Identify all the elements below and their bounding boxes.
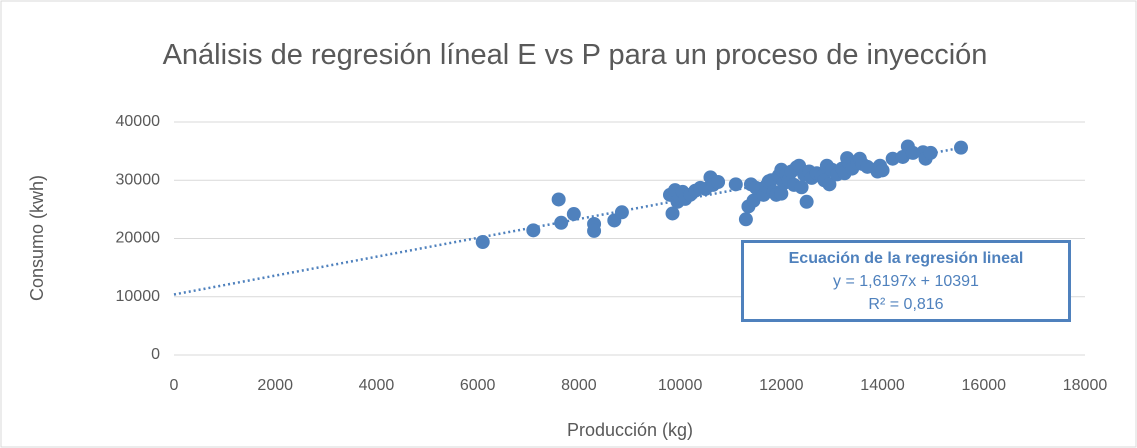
- x-tick-label: 4000: [359, 377, 395, 394]
- scatter-point: [954, 140, 969, 155]
- scatter-point: [587, 223, 602, 238]
- annotation-equation: y = 1,6197x + 10391: [833, 273, 979, 290]
- x-tick-label: 12000: [759, 377, 804, 394]
- x-tick-label: 16000: [962, 377, 1007, 394]
- scatter-point: [554, 215, 569, 230]
- scatter-point: [614, 205, 629, 220]
- annotation-r2: R² = 0,816: [868, 296, 944, 313]
- scatter-point: [794, 180, 809, 195]
- y-tick-label: 10000: [116, 288, 161, 305]
- x-tick-label: 10000: [658, 377, 703, 394]
- scatter-point: [799, 194, 814, 209]
- annotation-title: Ecuación de la regresión lineal: [788, 250, 1024, 267]
- scatter-point: [665, 206, 680, 221]
- x-tick-label: 18000: [1063, 377, 1108, 394]
- y-tick-label: 20000: [116, 230, 161, 247]
- scatter-point: [551, 192, 566, 207]
- chart-title: Análisis de regresión líneal E vs P para…: [162, 39, 988, 71]
- x-tick-label: 14000: [860, 377, 905, 394]
- x-axis-label: Producción (kg): [567, 420, 693, 440]
- scatter-point: [526, 223, 541, 238]
- annotation-box: Ecuación de la regresión lineal y = 1,61…: [741, 240, 1071, 322]
- x-tick-label: 8000: [561, 377, 597, 394]
- scatter-point: [774, 186, 789, 201]
- scatter-point: [822, 177, 837, 192]
- scatter-point: [875, 163, 890, 178]
- x-tick-label: 2000: [257, 377, 293, 394]
- scatter-point: [711, 174, 726, 189]
- y-tick-label: 30000: [116, 171, 161, 188]
- y-tick-label: 0: [151, 346, 160, 363]
- scatter-point: [746, 193, 761, 208]
- scatter-point: [923, 145, 938, 160]
- scatter-point: [475, 234, 490, 249]
- x-tick-label: 0: [170, 377, 179, 394]
- y-axis-label: Consumo (kwh): [27, 175, 47, 301]
- scatter-point: [566, 207, 581, 222]
- scatter-point: [728, 177, 743, 192]
- x-tick-label: 6000: [460, 377, 496, 394]
- scatter-point: [905, 145, 920, 160]
- scatter-point: [738, 212, 753, 227]
- y-tick-label: 40000: [116, 113, 161, 130]
